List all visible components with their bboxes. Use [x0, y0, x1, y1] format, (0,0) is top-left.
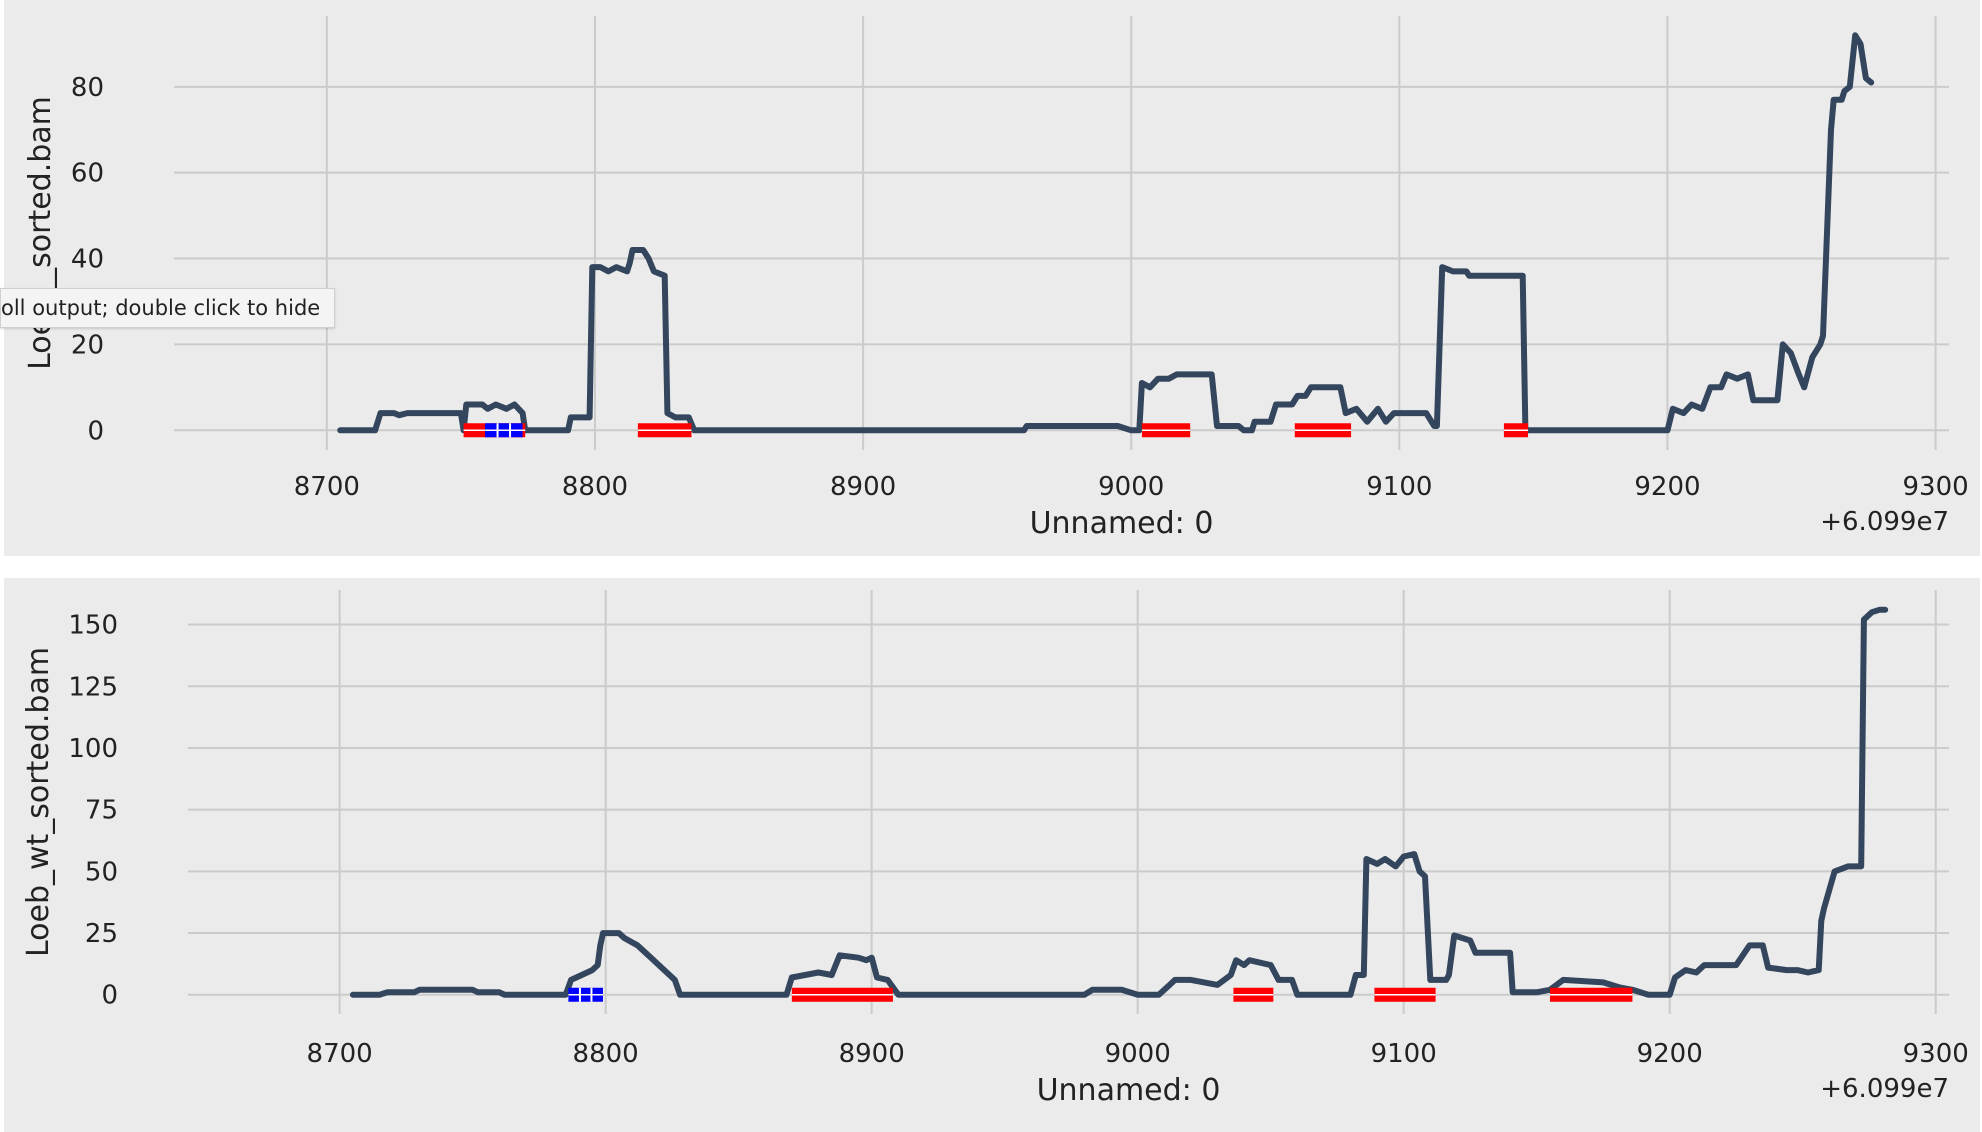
- chart-svg-top: 8700 8800 8900 9000 9100 9200 9300 0 20 40 60 80 Unn…: [23, 16, 1969, 541]
- y-tick-label: 25: [85, 919, 118, 949]
- x-tick-label: 9200: [1634, 472, 1700, 502]
- x-tick-label: 9100: [1371, 1039, 1437, 1069]
- x-tick-label: 9000: [1098, 472, 1164, 502]
- y-tick-label: 60: [71, 159, 104, 189]
- x-offset-label: +6.099e7: [1820, 507, 1949, 537]
- y-axis-label: Loeb_wt_sorted.bam: [21, 647, 56, 957]
- x-tick-label: 8900: [830, 472, 896, 502]
- x-tick-label: 9100: [1366, 472, 1432, 502]
- coverage-chart-mutant: 8700 8800 8900 9000 9100 9200 9300 0 20 40 60 80 Unn…: [4, 0, 1980, 556]
- x-tick-label: 9300: [1903, 472, 1969, 502]
- x-tick-label: 8900: [839, 1039, 905, 1069]
- x-tick-label: 8800: [573, 1039, 639, 1069]
- y-tick-label: 40: [71, 245, 104, 275]
- y-tick-label: 125: [68, 672, 118, 702]
- x-tick-label: 9000: [1105, 1039, 1171, 1069]
- y-axis-label-part: _sorted.bam: [23, 96, 58, 284]
- y-tick-label: 100: [68, 734, 118, 764]
- y-axis-label-part: Loeb_wt_sorted.bam: [21, 647, 56, 957]
- x-axis-label: Unnamed: 0: [1030, 506, 1214, 541]
- output-tooltip: oll output; double click to hide: [0, 288, 336, 328]
- y-tick-label: 50: [85, 857, 118, 887]
- coverage-chart-wt: 8700 8800 8900 9000 9100 9200 9300 0 25 50 75 100 12…: [4, 578, 1980, 1132]
- chart-svg-bottom: 8700 8800 8900 9000 9100 9200 9300 0 25 50 75 100 12…: [21, 590, 1969, 1108]
- y-tick-label: 20: [71, 330, 104, 360]
- x-offset-label: +6.099e7: [1820, 1074, 1949, 1104]
- y-tick-label: 0: [87, 416, 104, 446]
- y-tick-label: 80: [71, 73, 104, 103]
- x-tick-label: 9200: [1637, 1039, 1703, 1069]
- y-tick-label: 150: [68, 611, 118, 641]
- x-axis-label: Unnamed: 0: [1037, 1073, 1221, 1108]
- x-tick-label: 9300: [1903, 1039, 1969, 1069]
- y-axis-label: Loeb__sorted.bam: [23, 96, 58, 370]
- coverage-line: [337, 32, 1875, 434]
- y-tick-label: 0: [101, 981, 118, 1011]
- y-tick-label: 75: [85, 796, 118, 826]
- x-tick-label: 8700: [294, 472, 360, 502]
- coverage-line: [349, 606, 1889, 998]
- x-tick-label: 8800: [562, 472, 628, 502]
- x-tick-label: 8700: [307, 1039, 373, 1069]
